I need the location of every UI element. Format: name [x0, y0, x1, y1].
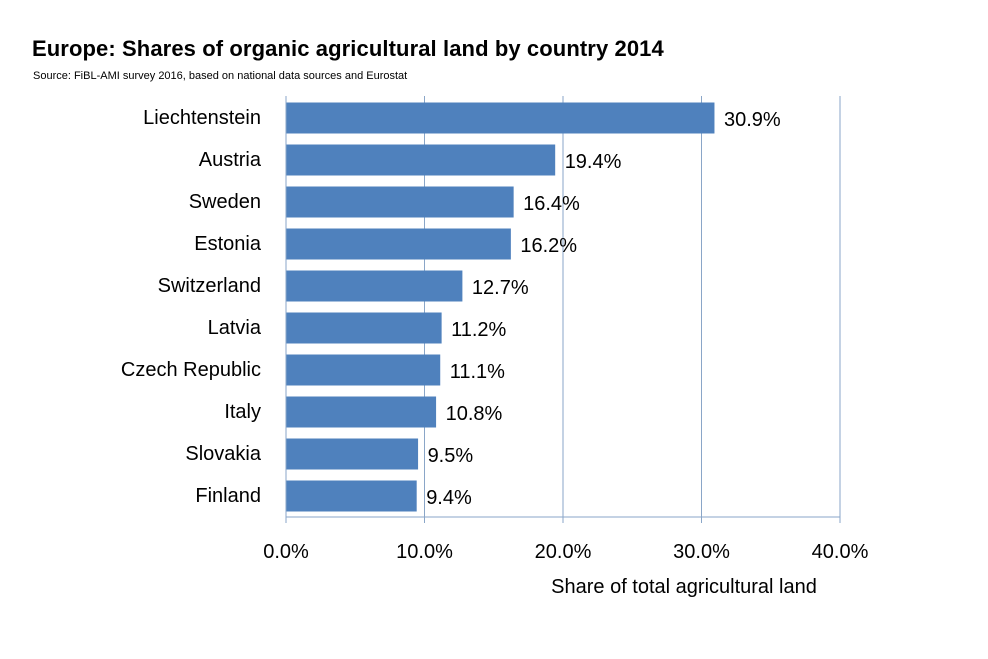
x-tick-label: 30.0% — [673, 541, 730, 563]
bars — [286, 102, 715, 512]
bar-czech-republic — [286, 354, 441, 386]
bar-italy — [286, 396, 437, 428]
value-label: 11.2% — [451, 319, 506, 341]
category-label: Finland — [195, 485, 261, 507]
bar-estonia — [286, 228, 511, 260]
value-label: 10.8% — [446, 403, 503, 425]
value-label: 11.1% — [450, 361, 505, 383]
chart-subtitle: Source: FiBL-AMI survey 2016, based on n… — [33, 70, 408, 82]
x-tick-label: 20.0% — [535, 541, 592, 563]
chart-title: Europe: Shares of organic agricultural l… — [32, 36, 664, 61]
category-labels: Liechtenstein Austria Sweden Estonia Switzer… — [121, 107, 262, 507]
value-label: 9.4% — [426, 487, 472, 509]
bar-slovakia — [286, 438, 419, 470]
bar-liechtenstein — [286, 102, 715, 134]
category-label: Switzerland — [158, 275, 261, 297]
category-label: Liechtenstein — [143, 107, 261, 129]
value-label: 9.5% — [428, 445, 474, 467]
bar-sweden — [286, 186, 514, 218]
value-label: 19.4% — [565, 151, 622, 173]
x-axis-title: Share of total agricultural land — [551, 576, 817, 598]
category-label: Czech Republic — [121, 359, 261, 381]
category-label: Latvia — [208, 317, 262, 339]
category-label: Slovakia — [185, 443, 261, 465]
value-labels: 30.9% 19.4% 16.4% 16.2% 12.7% 11.2% 11.1% 10.8%… — [426, 109, 781, 509]
bar-austria — [286, 144, 556, 176]
bar-latvia — [286, 312, 442, 344]
x-tick-label: 0.0% — [263, 541, 309, 563]
category-label: Austria — [199, 149, 262, 171]
category-label: Sweden — [189, 191, 261, 213]
category-label: Estonia — [194, 233, 262, 255]
bar-switzerland — [286, 270, 463, 302]
value-label: 16.2% — [520, 235, 577, 257]
x-tick-label: 10.0% — [396, 541, 453, 563]
category-label: Italy — [224, 401, 261, 423]
value-label: 16.4% — [523, 193, 580, 215]
value-label: 12.7% — [472, 277, 529, 299]
x-tick-label: 40.0% — [812, 541, 869, 563]
tick-labels: 0.0% 10.0% 20.0% 30.0% 40.0% — [263, 541, 868, 563]
bar-finland — [286, 480, 417, 512]
value-label: 30.9% — [724, 109, 781, 131]
x-axis — [285, 96, 841, 523]
